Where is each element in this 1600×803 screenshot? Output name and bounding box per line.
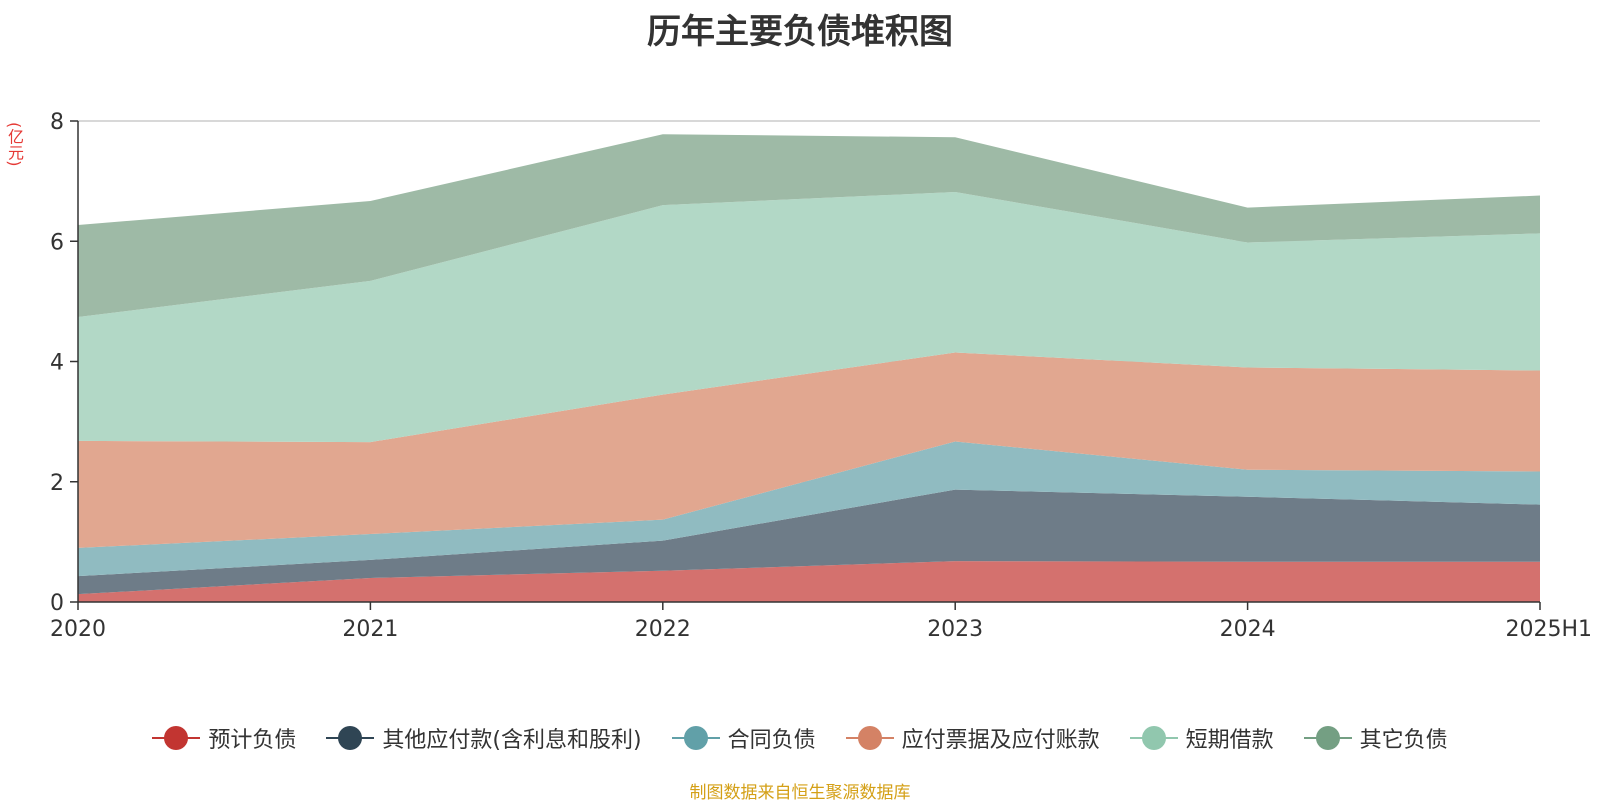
y-tick-label: 8	[50, 110, 64, 135]
legend-item[interactable]: 预计负债	[152, 722, 296, 754]
source-note: 制图数据来自恒生聚源数据库	[689, 783, 911, 803]
area-series-4	[78, 191, 1540, 443]
legend-marker-icon	[1303, 726, 1352, 750]
legend-label: 预计负债	[208, 728, 297, 753]
chart-plot: 0 2 4 6 8 2020 2021 2022 2023 2024 2025H1	[50, 110, 1592, 642]
x-tick-label: 2020	[50, 617, 106, 642]
y-tick-label: 2	[50, 471, 64, 496]
legend-label: 其他应付款(含利息和股利)	[382, 728, 642, 753]
chart-title: 历年主要负债堆积图	[647, 12, 953, 52]
legend-marker-icon	[1129, 726, 1178, 750]
legend-marker-icon	[152, 726, 201, 750]
legend-label: 其它负债	[1359, 728, 1448, 753]
y-axis-unit-label: (亿元)	[5, 122, 24, 167]
legend-item[interactable]: 其他应付款(含利息和股利)	[326, 722, 642, 754]
legend-label: 应付票据及应付账款	[901, 728, 1100, 753]
y-tick-label: 4	[50, 351, 64, 376]
x-tick-label: 2025H1	[1505, 617, 1592, 642]
tick-labels: 0 2 4 6 8 2020 2021 2022 2023 2024 2025H1	[50, 110, 1592, 642]
area-series-2	[78, 441, 1540, 577]
area-series-5	[78, 134, 1540, 318]
x-tick-label: 2022	[635, 617, 691, 642]
legend-item[interactable]: 应付票据及应付账款	[845, 722, 1100, 754]
y-tick-label: 0	[50, 591, 64, 616]
legend-marker-icon	[671, 726, 720, 750]
area-series-0	[78, 561, 1540, 602]
stacked-areas	[78, 134, 1540, 602]
legend-item[interactable]: 合同负债	[671, 722, 816, 754]
legend-marker-icon	[326, 726, 375, 750]
legend: 预计负债 其他应付款(含利息和股利) 合同负债 应付票据及应付账款 短期借款 其它负债	[0, 722, 1600, 754]
area-series-3	[78, 352, 1540, 548]
legend-label: 短期借款	[1185, 728, 1274, 753]
axes	[70, 120, 1541, 610]
y-tick-label: 6	[50, 230, 64, 255]
legend-item[interactable]: 其它负债	[1303, 722, 1448, 754]
x-tick-label: 2024	[1220, 617, 1276, 642]
legend-marker-icon	[845, 726, 894, 750]
x-tick-label: 2023	[927, 617, 983, 642]
area-series-1	[78, 489, 1540, 595]
legend-label: 合同负债	[727, 728, 816, 753]
legend-item[interactable]: 短期借款	[1129, 722, 1274, 754]
x-tick-label: 2021	[342, 617, 398, 642]
